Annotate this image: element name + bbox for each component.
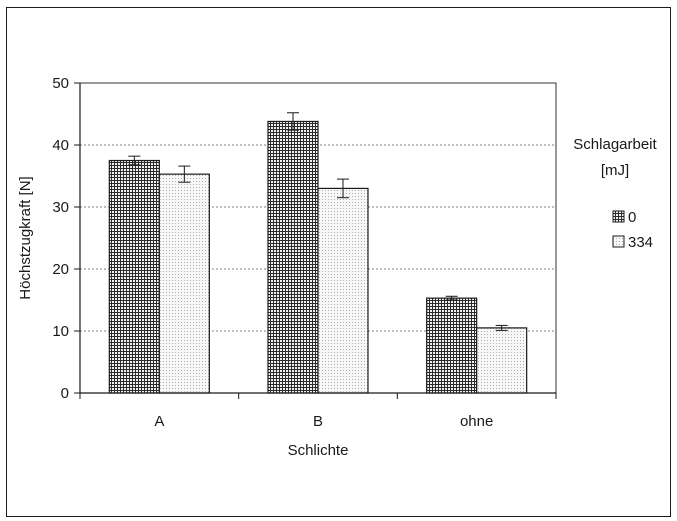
legend-title-line2: [mJ] [601, 162, 629, 179]
bars-group [108, 120, 528, 394]
x-axis-label: Schlichte [288, 442, 349, 459]
x-category-label-2: ohne [460, 413, 493, 430]
y-axis: 0 10 20 30 40 50 [52, 75, 81, 402]
legend-swatch-series-1 [612, 235, 625, 248]
bar-A-334 [158, 173, 210, 394]
legend-label-series-1: 334 [628, 234, 653, 251]
legend-swatch-series-0 [612, 210, 625, 223]
bar-ohne-334 [476, 327, 528, 394]
legend-label-series-0: 0 [628, 209, 636, 226]
legend: Schlagarbeit [mJ] 0 334 [573, 136, 657, 251]
error-bars-group [128, 112, 508, 331]
y-tick-label-0: 0 [61, 385, 69, 402]
y-tick-label-10: 10 [52, 323, 69, 340]
y-tick-label-30: 30 [52, 199, 69, 216]
legend-title-line1: Schlagarbeit [573, 136, 657, 153]
y-tick-label-50: 50 [52, 75, 69, 92]
bar-A-0 [108, 159, 160, 394]
y-tick-label-40: 40 [52, 137, 69, 154]
x-category-label-0: A [154, 413, 164, 430]
bar-B-334 [317, 187, 369, 394]
x-category-label-1: B [313, 413, 323, 430]
bar-B-0 [267, 120, 319, 394]
y-axis-label: Höchstzugkraft [N] [17, 176, 34, 299]
y-tick-label-20: 20 [52, 261, 69, 278]
bar-ohne-0 [426, 297, 478, 394]
